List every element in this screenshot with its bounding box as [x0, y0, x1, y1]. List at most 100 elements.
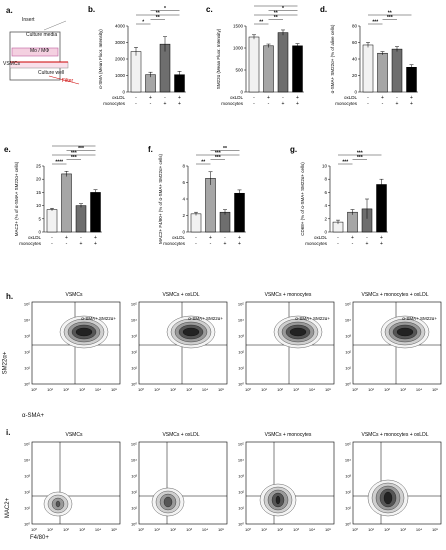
flow-xtick: 10⁰: [245, 387, 251, 392]
oxldl-sign-f: -: [195, 235, 197, 241]
flow-xtick: 10²: [170, 387, 176, 392]
flow-xtick: 10⁰: [138, 387, 144, 392]
row-label-monocytes-b: monocytes: [103, 101, 126, 106]
flow-xtick: 10³: [79, 387, 85, 392]
flow-xtick: 10⁰: [352, 527, 358, 532]
oxldl-sign-c: +: [296, 95, 299, 101]
row-label-monocytes-g: monocytes: [305, 241, 328, 246]
flow-xtick: 10³: [186, 387, 192, 392]
oxldl-sign-d: -: [396, 95, 398, 101]
sig-label-g: ***: [357, 151, 363, 157]
flow-ytick: 10¹: [131, 506, 137, 511]
flow-gate-label: α-SMA+ SM22α+: [295, 316, 330, 321]
flow-i-plot-3: VSMCs + monocytes + oxLDL 10⁵ 10⁴ 10³ 10² 10¹…: [345, 432, 442, 532]
row-label-oxldl-c: oxLDL: [230, 95, 244, 100]
mono-sign-f: +: [238, 241, 241, 247]
flow-title: VSMCs + monocytes: [265, 432, 312, 438]
flow-xtick: 10³: [293, 527, 299, 532]
ytick-label-e: 5: [38, 216, 41, 221]
mono-sign-d: +: [410, 101, 413, 107]
oxldl-sign-e: -: [80, 235, 82, 241]
flow-xtick: 10⁰: [245, 527, 251, 532]
mono-sign-e: +: [94, 241, 97, 247]
mono-sign-c: -: [253, 101, 255, 107]
oxldl-sign-d: +: [381, 95, 384, 101]
mono-sign-g: +: [380, 241, 383, 247]
flow-ytick: 10¹: [345, 506, 351, 511]
mono-sign-b: +: [164, 101, 167, 107]
ytick-label-c: 500: [235, 68, 243, 73]
ytick-label-f: 8: [182, 164, 185, 169]
flow-xtick: 10²: [63, 387, 69, 392]
panel-label-c: c.: [206, 5, 213, 14]
flow-ytick: 10⁰: [131, 382, 137, 387]
ylabel-c: SM22α (Mean Fluor. Intensity): [216, 28, 221, 89]
bar-c-0: [248, 36, 260, 93]
ytick-label-b: 4000: [115, 24, 126, 29]
panel-h-label: h.: [6, 292, 14, 301]
oxldl-sign-g: +: [351, 235, 354, 241]
flow-ytick: 10²: [131, 490, 137, 495]
flow-xtick: 10²: [63, 527, 69, 532]
flow-xtick: 10³: [79, 527, 85, 532]
sig-label-e: ***: [71, 155, 77, 161]
panel-a-label: a.: [6, 6, 13, 15]
oxldl-sign-b: +: [178, 95, 181, 101]
flow-ytick: 10⁰: [345, 522, 351, 527]
flow-xtick: 10⁵: [432, 387, 438, 392]
flow-ytick: 10¹: [345, 366, 351, 371]
flow-xtick: 10⁴: [309, 387, 315, 392]
flow-density-contour: [163, 496, 173, 508]
flow-xtick: 10⁵: [432, 527, 438, 532]
ytick-label-b: 2000: [115, 57, 126, 62]
flow-xtick: 10⁰: [31, 527, 37, 532]
bar-e-2: [75, 205, 87, 233]
flow-ytick: 10¹: [131, 366, 137, 371]
mono-sign-c: +: [296, 101, 299, 107]
ytick-label-d: 40: [352, 57, 358, 62]
flow-ytick: 10³: [24, 334, 30, 339]
chart-d: d. α-SMA+ SM22α+ (% of alive cells) 0 20 40 6…: [320, 5, 418, 107]
flow-ytick: 10²: [131, 350, 137, 355]
panel-label-d: d.: [320, 5, 327, 14]
flow-ytick: 10³: [24, 474, 30, 479]
ytick-label-d: 60: [352, 40, 358, 45]
flow-xtick: 10²: [384, 527, 390, 532]
flow-ytick: 10³: [238, 334, 244, 339]
flow-ytick: 10⁴: [131, 318, 137, 323]
flow-xtick: 10¹: [154, 527, 160, 532]
sig-label-d: **: [388, 11, 392, 17]
flow-xtick: 10⁴: [309, 527, 315, 532]
flow-ytick: 10²: [238, 490, 244, 495]
bar-g-3: [376, 184, 387, 233]
sig-label-b: *: [164, 6, 166, 12]
flow-ytick: 10⁵: [131, 302, 137, 307]
flow-xtick: 10⁰: [31, 387, 37, 392]
flow-ytick: 10³: [345, 334, 351, 339]
flow-ytick: 10⁰: [238, 522, 244, 527]
ytick-label-d: 20: [352, 73, 358, 78]
flow-xtick: 10³: [400, 527, 406, 532]
flow-ytick: 10⁵: [238, 302, 244, 307]
flow-ytick: 10⁵: [345, 302, 351, 307]
flow-ytick: 10⁵: [238, 442, 244, 447]
bar-g-1: [347, 211, 358, 233]
flow-ytick: 10⁰: [238, 382, 244, 387]
oxldl-sign-b: -: [135, 95, 137, 101]
ytick-label-g: 4: [324, 203, 327, 208]
oxldl-sign-c: -: [282, 95, 284, 101]
row-label-monocytes-e: monocytes: [19, 241, 42, 246]
ytick-label-c: 1000: [233, 46, 244, 51]
flow-xtick: 10²: [170, 527, 176, 532]
ylabel-g: CD68+ (% of α-SMA+ SM22α+ cells): [300, 162, 305, 236]
oxldl-sign-g: +: [380, 235, 383, 241]
ytick-label-b: 0: [122, 90, 125, 95]
flow-density-contour: [182, 327, 200, 337]
bar-d-2: [391, 48, 403, 93]
vsmc-label: VSMCs: [3, 61, 20, 67]
flow-ytick: 10¹: [238, 506, 244, 511]
bar-e-3: [90, 192, 101, 233]
mono-sign-f: +: [224, 241, 227, 247]
